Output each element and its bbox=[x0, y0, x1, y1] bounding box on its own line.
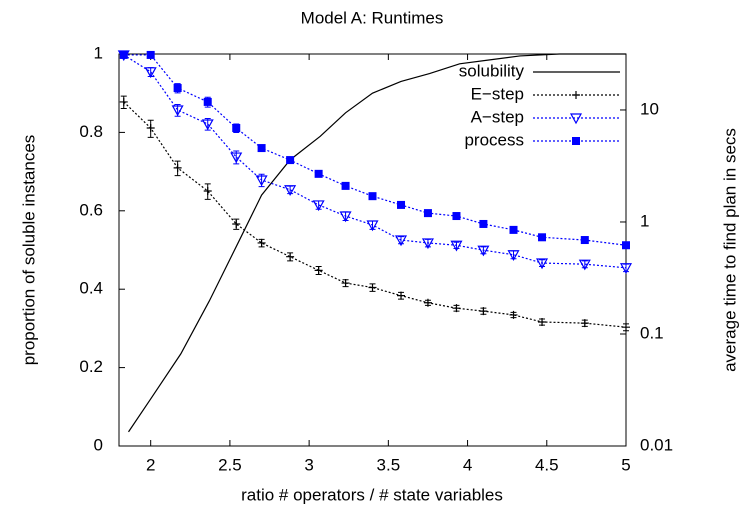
marker bbox=[144, 67, 157, 79]
legend-label: A−step bbox=[471, 107, 524, 126]
marker bbox=[622, 241, 630, 250]
y2-tick-label: 0.01 bbox=[640, 435, 673, 454]
x-tick-label: 2.5 bbox=[218, 455, 242, 474]
y-axis-label: proportion of soluble instances bbox=[19, 135, 38, 366]
marker bbox=[452, 304, 461, 313]
series-line bbox=[123, 54, 627, 246]
y-tick-label: 0 bbox=[94, 435, 103, 454]
marker bbox=[538, 317, 547, 326]
series-line bbox=[123, 54, 627, 269]
marker bbox=[203, 187, 212, 196]
marker bbox=[257, 144, 266, 153]
marker bbox=[580, 236, 589, 245]
legend-label: process bbox=[464, 130, 524, 149]
marker bbox=[366, 220, 379, 232]
x-tick-label: 4 bbox=[463, 455, 472, 474]
marker bbox=[286, 252, 295, 261]
marker bbox=[173, 163, 182, 172]
y2-tick-label: 10 bbox=[640, 99, 659, 118]
marker bbox=[119, 50, 128, 59]
marker bbox=[339, 211, 352, 223]
marker bbox=[146, 50, 155, 59]
marker bbox=[423, 298, 432, 307]
marker bbox=[341, 279, 350, 288]
x-tick-label: 5 bbox=[621, 455, 630, 474]
y-tick-label: 0.8 bbox=[79, 122, 103, 141]
marker bbox=[507, 250, 520, 261]
marker bbox=[368, 283, 377, 292]
marker bbox=[452, 212, 461, 221]
marker bbox=[479, 219, 488, 228]
error-bar bbox=[539, 259, 546, 268]
marker bbox=[341, 181, 350, 190]
marker bbox=[580, 319, 589, 328]
marker bbox=[622, 323, 630, 332]
marker bbox=[423, 209, 432, 218]
marker bbox=[619, 263, 633, 275]
plot-frame bbox=[118, 53, 627, 447]
x-tick-label: 4.5 bbox=[535, 455, 559, 474]
y-tick-label: 0.6 bbox=[79, 200, 103, 219]
marker bbox=[171, 105, 184, 117]
marker bbox=[314, 266, 323, 275]
y2-tick-label: 1 bbox=[640, 211, 649, 230]
marker bbox=[572, 91, 580, 99]
x-tick-label: 2 bbox=[146, 455, 155, 474]
marker bbox=[284, 185, 297, 196]
marker bbox=[536, 258, 549, 270]
y-tick-label: 0.2 bbox=[79, 357, 103, 376]
marker bbox=[450, 240, 463, 252]
marker bbox=[146, 124, 155, 133]
marker bbox=[286, 156, 295, 165]
series-line bbox=[123, 101, 627, 328]
marker bbox=[312, 200, 325, 212]
marker bbox=[173, 84, 182, 93]
marker bbox=[578, 259, 591, 271]
y2-tick-label: 0.1 bbox=[640, 323, 664, 342]
x-tick-label: 3.5 bbox=[377, 455, 401, 474]
marker bbox=[314, 169, 323, 178]
marker bbox=[119, 97, 128, 106]
marker bbox=[232, 124, 241, 133]
marker bbox=[509, 310, 518, 319]
marker bbox=[397, 291, 406, 300]
y-tick-label: 1 bbox=[94, 43, 103, 62]
legend-label: solubility bbox=[459, 61, 525, 80]
marker bbox=[394, 235, 408, 247]
x-tick-label: 3 bbox=[304, 455, 313, 474]
marker bbox=[509, 225, 518, 234]
marker bbox=[201, 119, 214, 131]
marker bbox=[477, 245, 490, 257]
error-bar bbox=[480, 246, 487, 255]
marker bbox=[479, 307, 488, 316]
legend-label: E−step bbox=[471, 84, 524, 103]
marker bbox=[572, 137, 580, 145]
marker bbox=[257, 238, 266, 247]
x-axis-label: ratio # operators / # state variables bbox=[241, 485, 503, 504]
series-line bbox=[128, 53, 626, 433]
error-bar bbox=[581, 260, 588, 269]
error-bar bbox=[453, 241, 460, 249]
marker bbox=[368, 192, 377, 201]
marker bbox=[538, 233, 547, 242]
marker bbox=[255, 175, 268, 187]
marker bbox=[232, 219, 241, 228]
marker bbox=[203, 97, 212, 106]
chart-title: Model A: Runtimes bbox=[301, 8, 444, 27]
y2-axis-label: average time to find plan in secs bbox=[720, 128, 739, 372]
marker bbox=[230, 152, 243, 164]
marker bbox=[421, 238, 434, 250]
y-tick-label: 0.4 bbox=[79, 279, 103, 298]
marker bbox=[397, 200, 406, 209]
marker bbox=[569, 113, 583, 125]
